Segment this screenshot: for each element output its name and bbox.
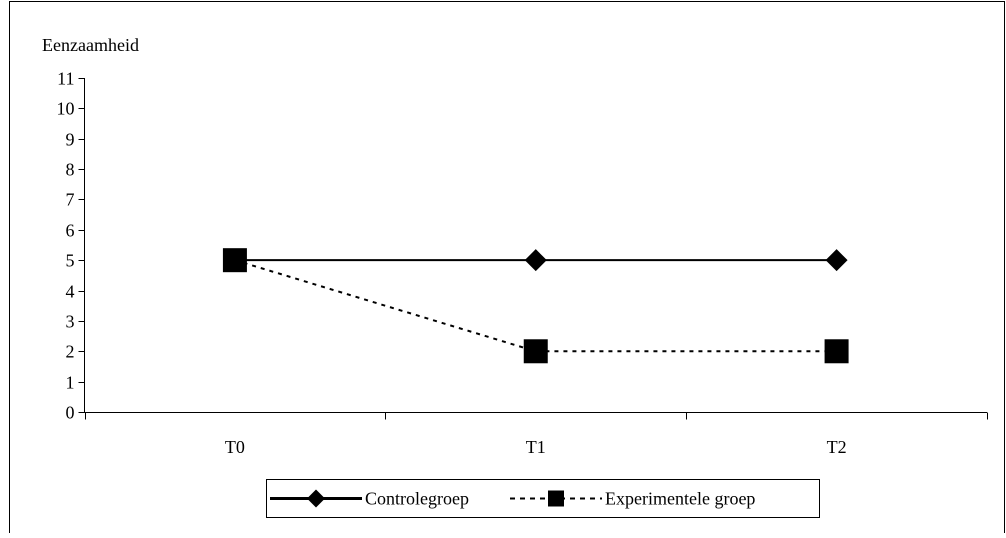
chart-frame (9, 1, 1005, 533)
square-marker (548, 490, 564, 507)
legend: Controlegroep Experimentele groep (266, 479, 820, 518)
series-layer (222, 248, 849, 364)
y-tick-label: 8 (66, 160, 75, 180)
x-tick-label: T0 (225, 437, 245, 457)
y-tick-label: 10 (57, 99, 75, 119)
series-experimentele-groep (222, 248, 849, 364)
x-axis: T0 T1 T2 (84, 412, 988, 457)
y-tick-label: 6 (66, 221, 75, 241)
square-marker (824, 339, 849, 364)
legend-label: Experimentele groep (605, 489, 755, 509)
series-line (234, 259, 837, 353)
y-tick-label: 9 (66, 130, 75, 150)
y-tick-label: 11 (57, 69, 74, 89)
diamond-marker (307, 489, 325, 508)
y-tick-label: 1 (66, 373, 75, 393)
legend-item: Controlegroep (270, 489, 469, 509)
y-tick-label: 0 (66, 403, 75, 423)
y-tick-label: 3 (66, 312, 75, 332)
diamond-marker (825, 249, 848, 272)
y-tick-label: 4 (66, 282, 75, 302)
y-tick-label: 5 (66, 251, 75, 271)
y-axis-title: Eenzaamheid (42, 35, 139, 55)
y-tick-label: 7 (66, 190, 75, 210)
diamond-marker (524, 249, 547, 272)
legend-label: Controlegroep (365, 489, 469, 509)
legend-item: Experimentele groep (510, 489, 755, 509)
y-tick-label: 2 (66, 342, 75, 362)
square-marker (523, 339, 548, 364)
x-tick-label: T2 (827, 437, 847, 457)
square-marker (222, 248, 247, 273)
x-tick-label: T1 (526, 437, 546, 457)
series-controlegroep (223, 249, 848, 272)
y-axis: 0 1 2 3 4 5 6 7 8 9 10 11 (57, 69, 85, 423)
